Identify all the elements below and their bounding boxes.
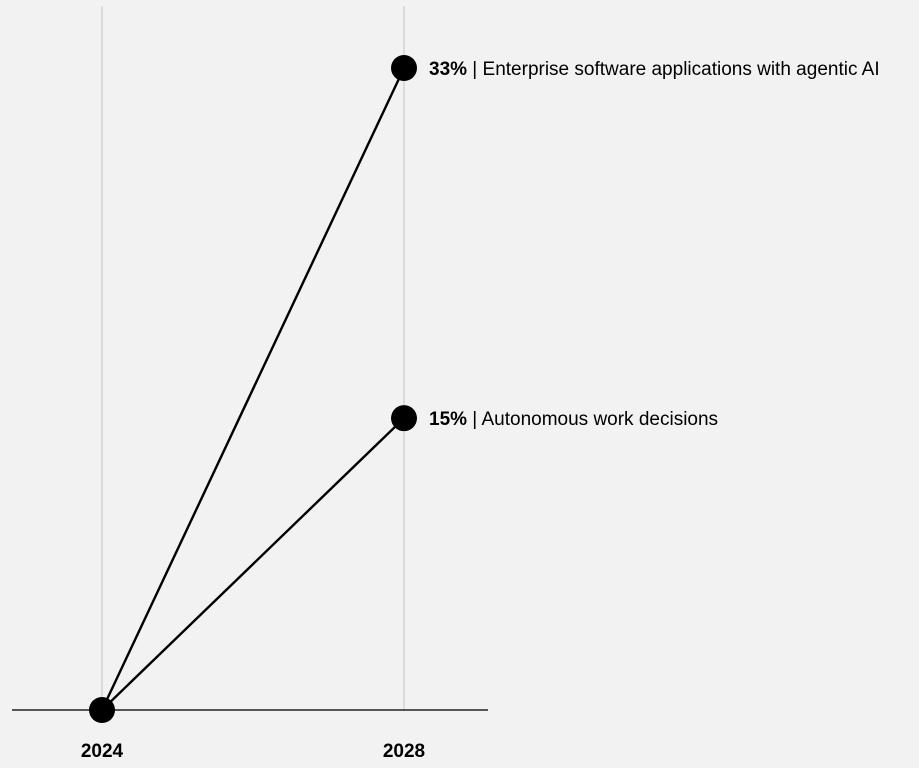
label-separator-2: | bbox=[467, 409, 481, 430]
series-name-2: Autonomous work decisions bbox=[481, 409, 718, 430]
data-label-1: 33% | Enterprise software applications w… bbox=[429, 59, 880, 80]
data-labels: 33% | Enterprise software applications w… bbox=[429, 59, 880, 430]
data-label-2: 15% | Autonomous work decisions bbox=[429, 409, 718, 430]
series-line-2 bbox=[101, 417, 405, 711]
series-line-1 bbox=[100, 67, 406, 711]
series-lines bbox=[100, 67, 406, 711]
x-tick-labels: 2024 2028 bbox=[81, 741, 425, 762]
x-tick-label-2028: 2028 bbox=[383, 741, 425, 762]
gridlines bbox=[101, 6, 405, 710]
label-separator-1: | bbox=[467, 59, 483, 80]
series-name-1: Enterprise software applications with ag… bbox=[483, 59, 880, 80]
value-label-2: 15% bbox=[429, 409, 467, 430]
data-point-end-2 bbox=[391, 405, 417, 432]
x-tick-label-2024: 2024 bbox=[81, 741, 124, 762]
data-point-start bbox=[89, 697, 115, 723]
value-label-1: 33% bbox=[429, 59, 467, 80]
data-points bbox=[89, 55, 417, 723]
data-point-end-1 bbox=[391, 55, 417, 81]
